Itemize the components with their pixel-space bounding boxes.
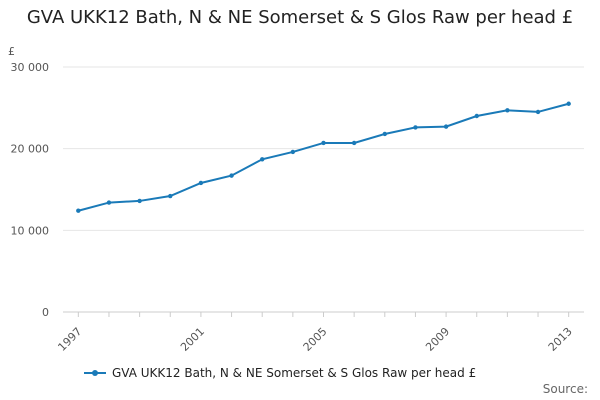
series-layer: [76, 101, 571, 213]
y-axis-unit-label: £: [8, 45, 15, 58]
x-tick-label: 2009: [423, 325, 452, 354]
credits-text[interactable]: Source:: [542, 382, 588, 396]
gridlines: [63, 66, 584, 313]
x-tick-label: 2001: [178, 325, 207, 354]
data-point: [290, 149, 296, 155]
series-line: [78, 102, 569, 212]
x-tick-label: 2005: [301, 325, 330, 354]
data-point: [229, 173, 234, 178]
data-point: [76, 208, 81, 213]
data-point: [474, 113, 479, 119]
data-point: [382, 131, 387, 137]
data-point: [413, 125, 418, 130]
data-point: [443, 124, 449, 129]
x-tick-label: 2013: [546, 325, 575, 354]
y-tick-label: 10 000: [11, 224, 50, 237]
y-tick-label: 30 000: [11, 61, 50, 74]
legend-label: GVA UKK12 Bath, N & NE Somerset & S Glos…: [112, 366, 477, 380]
data-point: [198, 180, 204, 186]
y-tick-label: 0: [42, 306, 49, 319]
data-point: [321, 140, 326, 146]
data-point: [260, 157, 265, 162]
x-axis-ticks: 1997 2001 2005 2009 2013: [55, 312, 575, 354]
y-tick-label: 20 000: [11, 143, 50, 156]
legend-swatch-icon: [84, 370, 106, 376]
data-point: [505, 108, 510, 113]
chart-title: GVA UKK12 Bath, N & NE Somerset & S Glos…: [26, 7, 574, 28]
data-point: [535, 109, 541, 115]
data-point: [106, 200, 112, 205]
legend-item[interactable]: GVA UKK12 Bath, N & NE Somerset & S Glos…: [84, 366, 476, 380]
data-point: [168, 193, 173, 199]
data-point: [351, 140, 357, 146]
data-point: [566, 101, 571, 106]
x-tick-label: 1997: [55, 325, 84, 354]
y-axis-ticks: 0 10 000 20 000 30 000: [11, 61, 50, 319]
data-point: [137, 198, 142, 204]
